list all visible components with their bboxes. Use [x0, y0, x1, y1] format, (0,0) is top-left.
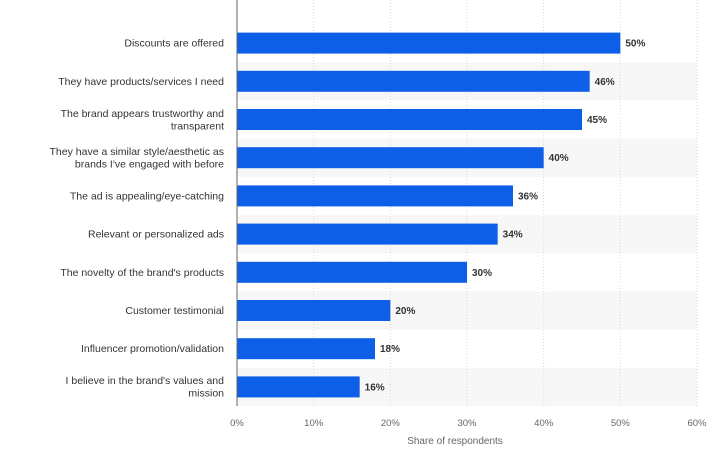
category-label-line: The brand appears trustworthy and [61, 108, 225, 120]
category-labels: Discounts are offered They have products/… [50, 38, 225, 400]
bar [237, 223, 498, 245]
category-label-line: I believe in the brand's values and [66, 375, 225, 387]
category-label: They have a similar style/aesthetic as br… [50, 146, 225, 171]
x-axis-title: Share of respondents [407, 436, 503, 447]
category-label-line: brands I've engaged with before [75, 158, 224, 170]
category-label-line: They have a similar style/aesthetic as [50, 146, 225, 158]
x-tick-label: 30% [457, 418, 477, 429]
data-label: 30% [472, 268, 492, 279]
category-label: Discounts are offered [124, 38, 224, 50]
category-label-line: transparent [171, 120, 224, 132]
data-label: 36% [518, 191, 538, 202]
category-label-line: They have products/services I need [58, 76, 224, 88]
bars [237, 32, 621, 398]
bar [237, 70, 590, 92]
bar [237, 147, 544, 169]
bar [237, 300, 391, 321]
category-label-line: mission [188, 388, 224, 400]
data-label: 45% [587, 115, 607, 126]
bar [237, 32, 621, 54]
x-tick-label: 20% [381, 418, 401, 429]
data-label: 16% [365, 382, 385, 393]
category-label-line: The novelty of the brand's products [60, 267, 224, 279]
category-label-line: Customer testimonial [125, 305, 224, 317]
category-label: Relevant or personalized ads [88, 229, 224, 241]
category-label: The novelty of the brand's products [60, 267, 224, 279]
category-label: They have products/services I need [58, 76, 224, 88]
x-tick-label: 40% [534, 418, 554, 429]
bar [237, 338, 375, 360]
category-label-line: Influencer promotion/validation [81, 343, 224, 355]
bar [237, 376, 360, 398]
category-label-line: The ad is appealing/eye-catching [70, 190, 224, 202]
x-axis-ticks: 0% 10% 20% 30% 40% 50% 60% [230, 418, 707, 429]
category-label: I believe in the brand's values and missi… [66, 375, 225, 400]
category-label: Customer testimonial [125, 305, 224, 317]
data-label: 34% [503, 230, 523, 241]
data-label: 50% [625, 39, 645, 50]
category-label: The brand appears trustworthy and transpa… [61, 108, 225, 133]
bar [237, 185, 513, 207]
x-tick-label: 0% [230, 418, 244, 429]
x-tick-label: 10% [304, 418, 324, 429]
x-tick-label: 60% [687, 418, 707, 429]
category-label-line: Relevant or personalized ads [88, 229, 224, 241]
data-label: 20% [395, 306, 415, 317]
data-label: 18% [380, 344, 400, 355]
data-labels: 50% 46% 45% 40% 36% 34% 30% 20% 18% 16% [365, 39, 646, 394]
category-label-line: Discounts are offered [124, 38, 224, 50]
data-label: 46% [595, 77, 615, 88]
category-label: The ad is appealing/eye-catching [70, 190, 224, 202]
bar [237, 261, 467, 283]
data-label: 40% [549, 153, 569, 164]
category-label: Influencer promotion/validation [81, 343, 224, 355]
x-tick-label: 50% [611, 418, 631, 429]
bar [237, 109, 582, 130]
